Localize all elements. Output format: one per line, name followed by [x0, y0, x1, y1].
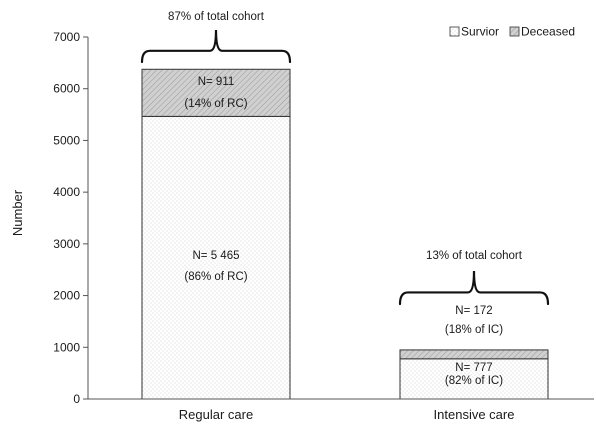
bars-layer	[141, 68, 549, 400]
segment-share-label: (14% of RC)	[184, 98, 247, 110]
legend-swatch-deceased	[509, 26, 520, 37]
segment-count-label: N= 5 465	[193, 250, 240, 262]
y-axis: 0 1000 2000 3000 4000 5000 6000 7000	[53, 30, 89, 406]
cohort-brace	[398, 270, 550, 306]
segment-share-label: (82% of IC)	[445, 375, 503, 387]
y-tick-label: 2000	[53, 289, 80, 303]
bar-segment-deceased	[141, 68, 291, 117]
y-tick-label: 3000	[53, 237, 80, 251]
y-tick-label: 6000	[53, 82, 80, 96]
cohort-annotation: 87% of total cohort	[168, 11, 265, 23]
y-tick-label: 1000	[53, 340, 80, 354]
bar-segment-survior	[141, 115, 291, 400]
segment-labels: N= 5 465 (86% of RC) N= 911 (14% of RC) N= 7…	[184, 76, 503, 387]
segment-count-label: N= 777	[455, 362, 492, 374]
segment-count-label: N= 172	[455, 305, 492, 317]
segment-share-label: (18% of IC)	[445, 324, 503, 336]
x-category-label: Regular care	[179, 407, 253, 422]
legend-label-deceased: Deceased	[521, 25, 575, 39]
y-tick-label: 5000	[53, 133, 80, 147]
bar-segment-deceased	[399, 349, 549, 360]
y-axis-title: Number	[10, 189, 25, 236]
x-category-label: Intensive care	[434, 407, 515, 422]
y-tick-label: 0	[73, 392, 80, 406]
y-tick-label: 4000	[53, 185, 80, 199]
cohort-annotations: 87% of total cohort 13% of total cohort	[140, 11, 550, 306]
cohort-brace	[140, 29, 292, 64]
segment-count-label: N= 911	[198, 76, 235, 88]
legend: Survior Deceased	[449, 25, 575, 39]
legend-swatch-survior	[449, 26, 460, 37]
segment-share-label: (86% of RC)	[184, 271, 247, 283]
cohort-annotation: 13% of total cohort	[426, 250, 523, 262]
x-axis: Regular care Intensive care	[88, 398, 594, 422]
legend-label-survior: Survior	[461, 25, 499, 39]
y-tick-label: 7000	[53, 30, 80, 44]
